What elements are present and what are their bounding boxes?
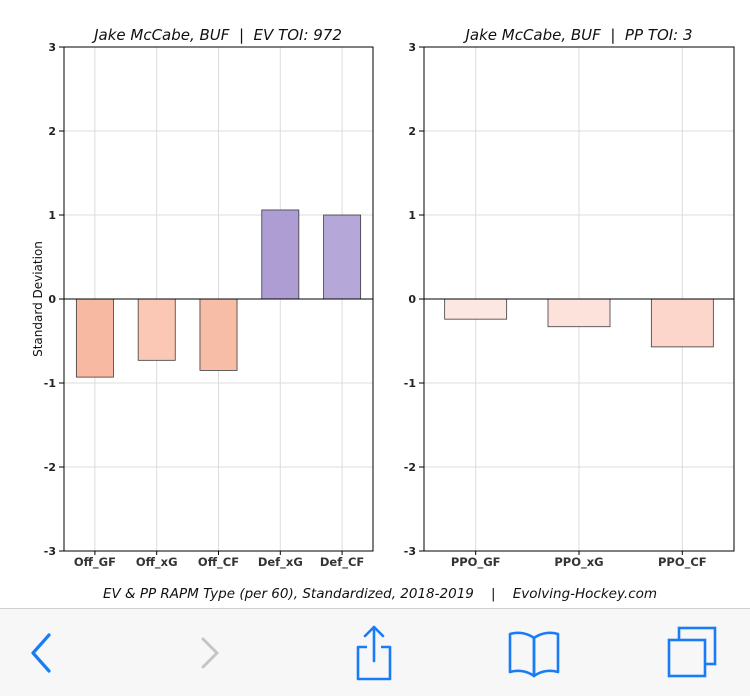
share-button[interactable] — [344, 625, 404, 681]
bookmarks-button[interactable] — [504, 627, 564, 679]
y-tick-label: 2 — [408, 125, 416, 138]
chart-panel-1: -3 -2 -1 0 1 2 3 Off_GF Off_xG Off_CF Def_xG Def_CF… — [31, 26, 374, 570]
y-tick-label: -1 — [44, 377, 56, 390]
bar-off-cf — [199, 298, 238, 371]
y-tick-label: -3 — [44, 545, 56, 558]
chart-panel-2: -3 -2 -1 0 1 2 3 PPO_GF PPO_xG PPO_CF Jake McCabe,… — [404, 26, 735, 570]
rapm-chart-figure: -3 -2 -1 0 1 2 3 Off_GF Off_xG Off_CF Def_xG Def_CF… — [31, 26, 735, 602]
y-tick-label: 3 — [48, 41, 56, 54]
bar-off-gf — [75, 298, 114, 378]
x-tick-label: PPO_GF — [451, 555, 501, 570]
forward-icon — [201, 637, 219, 669]
back-button[interactable] — [12, 627, 72, 679]
bookmarks-icon — [508, 631, 560, 678]
chart-title: Jake McCabe, BUF | EV TOI: 972 — [91, 26, 342, 44]
y-tick-label: 2 — [48, 125, 56, 138]
forward-button[interactable] — [180, 627, 240, 679]
tabs-button[interactable] — [662, 626, 722, 679]
bar-ppo-gf — [444, 298, 508, 320]
x-tick-label: PPO_xG — [554, 555, 603, 570]
bar-def-xg — [261, 209, 300, 300]
y-tick-label: 0 — [408, 293, 416, 306]
y-tick-label: -2 — [404, 461, 416, 474]
bar-off-xg — [137, 298, 176, 361]
share-icon — [356, 625, 392, 681]
y-axis-label: Standard Deviation — [31, 241, 45, 357]
y-tick-label: 3 — [408, 41, 416, 54]
back-icon — [31, 633, 51, 673]
y-tick-label: 1 — [48, 209, 56, 222]
chart-canvas: -3 -2 -1 0 1 2 3 Off_GF Off_xG Off_CF Def_xG Def_CF… — [31, 26, 735, 602]
y-tick-label: -3 — [404, 545, 416, 558]
figure-caption: EV & PP RAPM Type (per 60), Standardized… — [103, 586, 657, 602]
x-tick-label: Def_xG — [258, 555, 303, 570]
tabs-icon — [667, 626, 717, 678]
y-tick-label: -2 — [44, 461, 56, 474]
y-tick-label: -1 — [404, 377, 416, 390]
y-tick-label: 0 — [48, 293, 56, 306]
bar-ppo-cf — [650, 298, 714, 348]
x-tick-label: Def_CF — [320, 555, 364, 570]
bar-def-cf — [323, 214, 362, 300]
browser-toolbar — [0, 608, 750, 696]
x-tick-label: Off_GF — [74, 555, 116, 570]
bar-ppo-xg — [547, 298, 611, 328]
y-tick-label: 1 — [408, 209, 416, 222]
x-tick-label: Off_xG — [136, 555, 178, 570]
x-tick-label: PPO_CF — [658, 555, 707, 570]
x-tick-label: Off_CF — [198, 555, 239, 570]
chart-title: Jake McCabe, BUF | PP TOI: 3 — [462, 26, 692, 44]
